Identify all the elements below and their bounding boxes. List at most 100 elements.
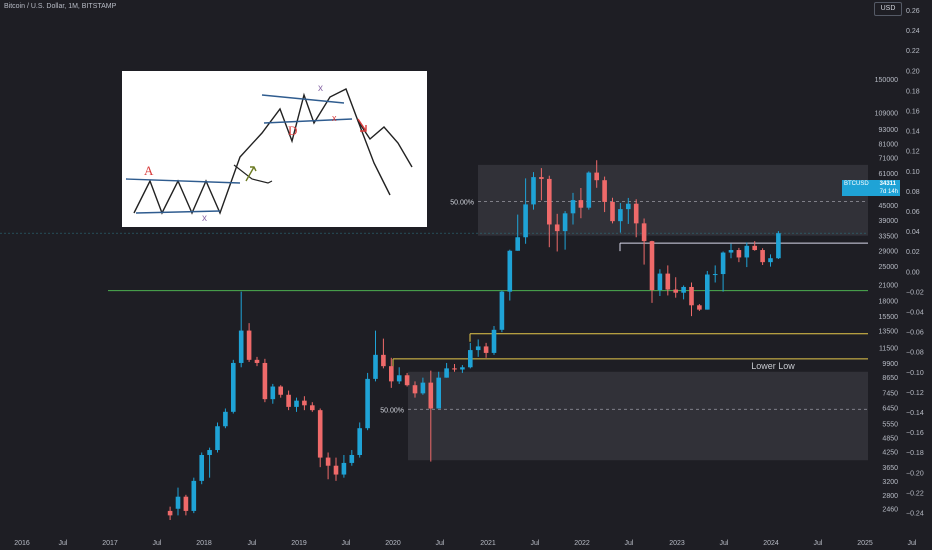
candle-down: [610, 201, 615, 222]
chart-title: Bitcoin / U.S. Dollar, 1M, BITSTAMP: [4, 3, 117, 10]
sketch-top-lower: [263, 118, 353, 124]
candle-down: [554, 224, 560, 232]
price-axis-tick: 21000: [879, 282, 899, 289]
secondary-axis-tick: 0.06: [906, 209, 920, 216]
price-axis-tick: 61000: [879, 171, 899, 178]
candle-down: [404, 375, 410, 386]
time-axis-tick: Jul: [814, 540, 823, 547]
price-axis-tick: 7450: [882, 391, 898, 398]
sketch-price-path-head: [233, 164, 273, 184]
candle-down: [602, 180, 607, 202]
candle-down: [310, 405, 315, 411]
secondary-axis-tick: 0.20: [906, 68, 920, 75]
candle-up: [223, 411, 228, 427]
candle-down: [278, 386, 283, 395]
currency-button[interactable]: USD: [874, 2, 902, 16]
candle-up: [475, 346, 481, 351]
candle-up: [515, 237, 520, 251]
candle-up: [531, 177, 536, 205]
secondary-axis-tick: 0.14: [906, 129, 920, 136]
sketch-up-arrow-icon: [245, 166, 257, 182]
candle-up: [231, 362, 236, 412]
candle-down: [167, 510, 173, 516]
price-axis-tick: 71000: [879, 155, 899, 162]
sketch-label-d: D: [288, 123, 297, 138]
candle-down: [689, 286, 694, 306]
price-axis-tick: 4850: [882, 435, 898, 442]
candle-down: [760, 250, 765, 263]
time-axis-tick: 2019: [291, 540, 307, 547]
time-axis-tick: 2021: [480, 540, 496, 547]
candle-up: [341, 462, 347, 475]
candle-up: [365, 378, 370, 429]
sketch-range-top: [125, 178, 241, 184]
price-axis-tick: 93000: [879, 127, 899, 134]
candle-down: [736, 250, 742, 258]
price-axis-tick: 3200: [882, 479, 898, 486]
candle-down: [452, 368, 457, 370]
candle-down: [641, 223, 647, 242]
time-axis-tick: 2022: [574, 540, 590, 547]
price-axis-tick: 45000: [879, 203, 899, 210]
time-axis-tick: 2016: [14, 540, 30, 547]
price-axis-tick: 15500: [879, 314, 899, 321]
secondary-axis-tick: 0.18: [906, 88, 920, 95]
secondary-axis-tick: 0.02: [906, 249, 920, 256]
price-axis-tick: 8650: [882, 375, 898, 382]
sketch-range-bottom: [135, 210, 221, 214]
price-axis-tick: 39000: [879, 218, 899, 225]
sketch-top-upper: [261, 94, 345, 104]
candle-up: [499, 291, 505, 330]
secondary-axis-tick: 0.08: [906, 189, 920, 196]
candle-up: [712, 274, 718, 276]
secondary-axis-tick: 0.22: [906, 48, 920, 55]
time-axis-tick: Jul: [59, 540, 68, 547]
price-axis-tick: 18000: [879, 299, 899, 306]
time-axis-tick: Jul: [342, 540, 351, 547]
candle-up: [238, 330, 244, 363]
secondary-axis-tick: −0.18: [906, 450, 924, 457]
price-axis-tick: 2800: [882, 493, 898, 500]
time-axis-tick: 2020: [385, 540, 401, 547]
time-axis-tick: Jul: [436, 540, 445, 547]
candle-up: [349, 455, 355, 463]
price-axis-tick: 33500: [879, 234, 899, 241]
price-tag-countdown: 7d 14h: [879, 189, 898, 195]
secondary-axis-tick: −0.08: [906, 350, 924, 357]
candle-down: [286, 394, 291, 407]
candle-up: [681, 286, 686, 293]
candle-down: [302, 400, 307, 406]
fib-label: 50.00%: [450, 199, 474, 206]
candle-down: [673, 289, 678, 293]
candle-down: [697, 305, 702, 310]
candle-up: [191, 480, 197, 511]
time-axis-tick: Jul: [625, 540, 634, 547]
secondary-axis-tick: 0.12: [906, 149, 920, 156]
lower-low-label: Lower Low: [751, 361, 795, 371]
time-axis-tick: Jul: [248, 540, 257, 547]
secondary-axis-tick: 0.04: [906, 229, 920, 236]
candle-up: [657, 273, 663, 291]
candle-down: [752, 245, 757, 251]
secondary-axis-tick: −0.06: [906, 330, 924, 337]
candle-down: [649, 241, 655, 291]
candle-up: [776, 233, 781, 259]
fib-zone: [478, 164, 868, 236]
candle-up: [586, 172, 592, 208]
candle-up: [507, 250, 513, 292]
sketch-down-arrow-icon: [357, 118, 367, 132]
secondary-axis-tick: 0.16: [906, 109, 920, 116]
secondary-axis-tick: −0.12: [906, 390, 924, 397]
sketch-label-a: A: [144, 163, 154, 178]
candle-down: [246, 330, 252, 360]
candle-up: [444, 368, 449, 378]
candle-down: [325, 457, 331, 466]
price-axis-tick: 109000: [875, 111, 898, 118]
secondary-axis-tick: −0.10: [906, 370, 924, 377]
candle-up: [294, 400, 299, 407]
candle-down: [389, 366, 394, 382]
candle-up: [705, 274, 710, 310]
secondary-axis-tick: 0.26: [906, 8, 920, 15]
